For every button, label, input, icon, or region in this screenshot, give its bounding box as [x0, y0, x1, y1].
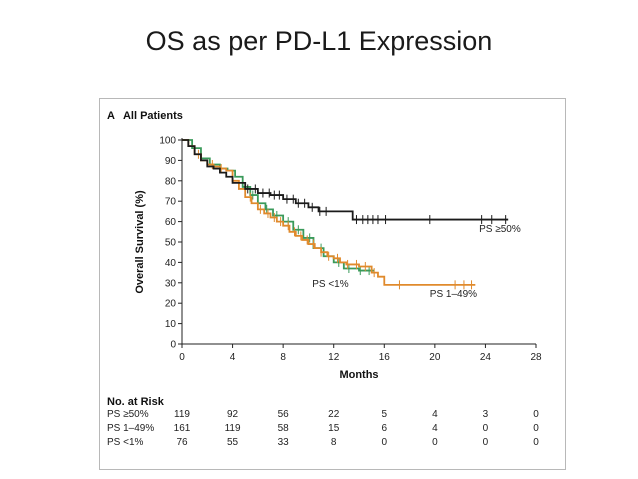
risk-cell: 6 [381, 423, 388, 434]
y-tick-label: 50 [165, 238, 177, 249]
series-line-2 [182, 139, 375, 272]
x-tick-label: 0 [179, 352, 185, 363]
risk-table-row: PS 1–49% 161 119 58 15 6 4 0 0 [0, 423, 638, 435]
panel-title-text: All Patients [122, 110, 183, 122]
panel-title: A All Patients [107, 110, 183, 122]
risk-cell: 0 [533, 423, 539, 434]
series-line-1 [182, 139, 476, 286]
x-tick-label: 20 [429, 352, 441, 363]
risk-cell: 58 [277, 423, 289, 434]
y-tick-label: 10 [165, 319, 177, 330]
risk-cell: 76 [176, 437, 188, 448]
x-tick-label: 16 [379, 352, 391, 363]
risk-cell: 0 [533, 437, 539, 448]
risk-table-row: PS ≥50% 119 92 56 22 5 4 3 0 [0, 409, 638, 421]
risk-cell: 0 [432, 437, 438, 448]
risk-cell: 22 [328, 409, 340, 420]
x-tick-label: 12 [328, 352, 340, 363]
risk-row-label: PS <1% [107, 437, 144, 448]
y-tick-label: 0 [170, 340, 176, 351]
risk-cell: 0 [482, 437, 489, 448]
y-tick-label: 60 [165, 217, 177, 228]
y-tick-label: 20 [165, 299, 177, 310]
risk-table-heading: No. at Risk [107, 396, 164, 408]
y-tick-label: 90 [165, 156, 177, 167]
x-tick-label: 24 [480, 352, 492, 363]
y-tick-label: 70 [165, 197, 177, 208]
curve-label: PS ≥50% [479, 224, 521, 235]
y-tick-label: 100 [159, 136, 176, 147]
slide-title: OS as per PD-L1 Expression [145, 26, 493, 56]
risk-cell: 119 [224, 423, 241, 434]
x-tick-label: 28 [530, 352, 542, 363]
risk-cell: 119 [174, 409, 190, 420]
risk-cell: 5 [381, 409, 388, 420]
risk-table-row: PS <1% 76 55 33 8 0 0 0 0 [0, 437, 638, 449]
risk-row-label: PS ≥50% [107, 409, 149, 420]
y-tick-label: 30 [165, 278, 177, 289]
x-axis-label: Months [339, 369, 378, 381]
risk-cell: 4 [432, 423, 438, 434]
y-tick-label: 80 [165, 176, 177, 187]
risk-cell: 0 [482, 423, 489, 434]
risk-cell: 15 [328, 423, 340, 434]
curve-label: PS <1% [312, 279, 349, 290]
x-tick-label: 8 [280, 352, 286, 363]
risk-cell: 56 [277, 409, 289, 420]
curve-label: PS 1–49% [430, 289, 477, 300]
risk-cell: 3 [482, 409, 489, 420]
risk-cell: 55 [227, 437, 239, 448]
risk-cell: 92 [227, 409, 239, 420]
x-tick-label: 4 [230, 352, 236, 363]
risk-cell: 4 [432, 409, 438, 420]
risk-cell: 0 [533, 409, 539, 420]
risk-row-label: PS 1–49% [107, 423, 155, 434]
figure-frame [99, 98, 566, 470]
risk-cell: 33 [277, 437, 289, 448]
panel-letter: A [107, 110, 115, 122]
risk-cell: 0 [381, 437, 388, 448]
risk-cell: 161 [173, 423, 191, 434]
y-axis-label: Overall Survival (%) [134, 190, 146, 294]
series-line-0 [182, 139, 509, 221]
risk-cell: 8 [330, 437, 337, 448]
y-tick-label: 40 [165, 258, 177, 269]
